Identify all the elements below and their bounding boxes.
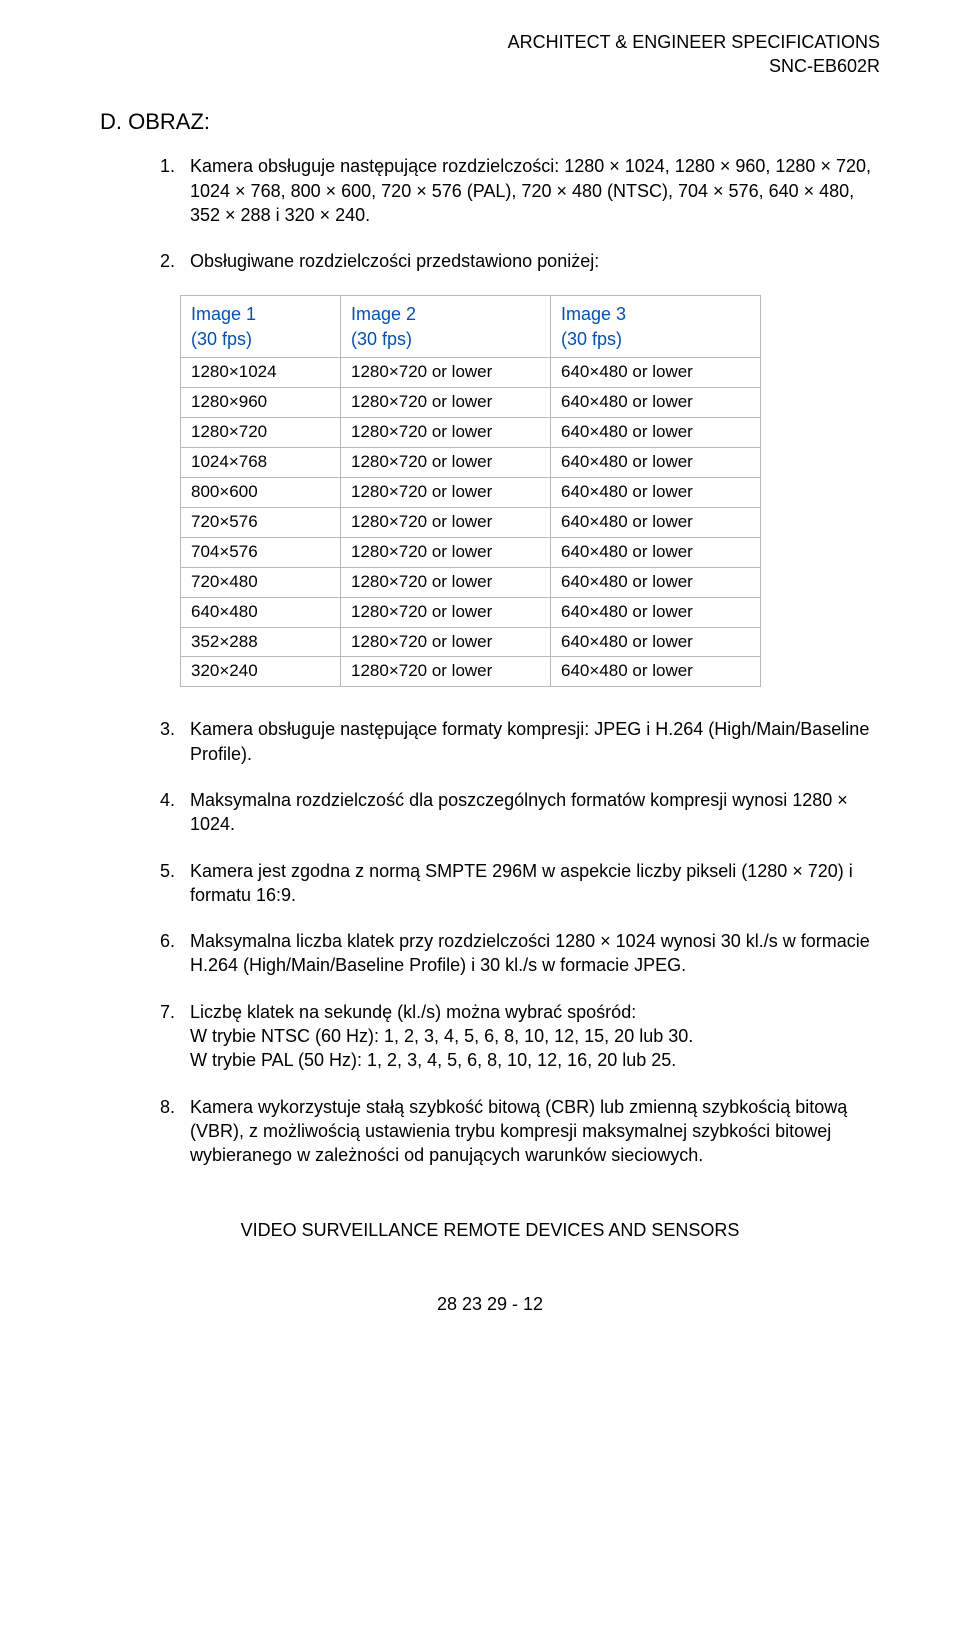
- list-text: Kamera jest zgodna z normą SMPTE 296M w …: [190, 859, 880, 908]
- table-row: 1280×10241280×720 or lower640×480 or low…: [181, 358, 761, 388]
- list-item: 5. Kamera jest zgodna z normą SMPTE 296M…: [160, 859, 880, 908]
- list-text: Maksymalna rozdzielczość dla poszczególn…: [190, 788, 880, 837]
- table-cell: 640×480 or lower: [551, 567, 761, 597]
- list-number: 8.: [160, 1095, 190, 1168]
- table-body: 1280×10241280×720 or lower640×480 or low…: [181, 358, 761, 687]
- list-item: 4. Maksymalna rozdzielczość dla poszczeg…: [160, 788, 880, 837]
- table-cell: 1280×720 or lower: [341, 657, 551, 687]
- table-row: 704×5761280×720 or lower640×480 or lower: [181, 537, 761, 567]
- page-footer: VIDEO SURVEILLANCE REMOTE DEVICES AND SE…: [100, 1218, 880, 1317]
- table-row: 720×4801280×720 or lower640×480 or lower: [181, 567, 761, 597]
- table-cell: 1280×720 or lower: [341, 447, 551, 477]
- table-cell: 1024×768: [181, 447, 341, 477]
- table-cell: 1280×720 or lower: [341, 567, 551, 597]
- footer-page-number: 28 23 29 - 12: [100, 1292, 880, 1316]
- col-header-image2: Image 2 (30 fps): [341, 296, 551, 358]
- table-cell: 640×480 or lower: [551, 537, 761, 567]
- list-number: 6.: [160, 929, 190, 978]
- table-cell: 1280×720 or lower: [341, 507, 551, 537]
- list-item: 3. Kamera obsługuje następujące formaty …: [160, 717, 880, 766]
- table-cell: 1280×720 or lower: [341, 358, 551, 388]
- table-cell: 640×480 or lower: [551, 447, 761, 477]
- table-cell: 640×480 or lower: [551, 507, 761, 537]
- table-row: 1280×9601280×720 or lower640×480 or lowe…: [181, 388, 761, 418]
- table-row: 320×2401280×720 or lower640×480 or lower: [181, 657, 761, 687]
- table-cell: 640×480 or lower: [551, 417, 761, 447]
- list-item: 2. Obsługiwane rozdzielczości przedstawi…: [160, 249, 880, 273]
- table-row: 720×5761280×720 or lower640×480 or lower: [181, 507, 761, 537]
- list-item: 1. Kamera obsługuje następujące rozdziel…: [160, 154, 880, 227]
- list-text: Obsługiwane rozdzielczości przedstawiono…: [190, 249, 880, 273]
- section-heading: D. OBRAZ:: [100, 107, 880, 137]
- table-row: 640×4801280×720 or lower640×480 or lower: [181, 597, 761, 627]
- table-cell: 720×480: [181, 567, 341, 597]
- list-item: 7. Liczbę klatek na sekundę (kl./s) możn…: [160, 1000, 880, 1073]
- table-cell: 640×480 or lower: [551, 597, 761, 627]
- col-header-image3: Image 3 (30 fps): [551, 296, 761, 358]
- table-cell: 640×480 or lower: [551, 657, 761, 687]
- table-row: 352×2881280×720 or lower640×480 or lower: [181, 627, 761, 657]
- resolution-table: Image 1 (30 fps) Image 2 (30 fps) Image …: [180, 295, 761, 687]
- footer-title: VIDEO SURVEILLANCE REMOTE DEVICES AND SE…: [100, 1218, 880, 1242]
- header-line-2: SNC-EB602R: [100, 54, 880, 78]
- list-text: Maksymalna liczba klatek przy rozdzielcz…: [190, 929, 880, 978]
- list-text: Liczbę klatek na sekundę (kl./s) można w…: [190, 1000, 880, 1073]
- list-number: 1.: [160, 154, 190, 227]
- list-item: 8. Kamera wykorzystuje stałą szybkość bi…: [160, 1095, 880, 1168]
- table-cell: 720×576: [181, 507, 341, 537]
- table-cell: 1280×720 or lower: [341, 417, 551, 447]
- list-number: 7.: [160, 1000, 190, 1073]
- table-cell: 1280×720 or lower: [341, 537, 551, 567]
- list-text: Kamera obsługuje następujące rozdzielczo…: [190, 154, 880, 227]
- list-number: 5.: [160, 859, 190, 908]
- table-cell: 1280×720 or lower: [341, 627, 551, 657]
- list-number: 3.: [160, 717, 190, 766]
- table-cell: 640×480 or lower: [551, 358, 761, 388]
- list-text: Kamera wykorzystuje stałą szybkość bitow…: [190, 1095, 880, 1168]
- doc-header: ARCHITECT & ENGINEER SPECIFICATIONS SNC-…: [100, 30, 880, 79]
- table-cell: 640×480: [181, 597, 341, 627]
- list-number: 2.: [160, 249, 190, 273]
- header-line-1: ARCHITECT & ENGINEER SPECIFICATIONS: [100, 30, 880, 54]
- list-number: 4.: [160, 788, 190, 837]
- table-cell: 352×288: [181, 627, 341, 657]
- table-row: 1280×7201280×720 or lower640×480 or lowe…: [181, 417, 761, 447]
- table-row: 1024×7681280×720 or lower640×480 or lowe…: [181, 447, 761, 477]
- table-header-row: Image 1 (30 fps) Image 2 (30 fps) Image …: [181, 296, 761, 358]
- table-cell: 1280×720 or lower: [341, 388, 551, 418]
- table-cell: 1280×1024: [181, 358, 341, 388]
- col-header-image1: Image 1 (30 fps): [181, 296, 341, 358]
- table-cell: 640×480 or lower: [551, 627, 761, 657]
- table-row: 800×6001280×720 or lower640×480 or lower: [181, 477, 761, 507]
- table-cell: 1280×720 or lower: [341, 477, 551, 507]
- table-cell: 1280×960: [181, 388, 341, 418]
- list-text: Kamera obsługuje następujące formaty kom…: [190, 717, 880, 766]
- table-cell: 320×240: [181, 657, 341, 687]
- table-cell: 1280×720 or lower: [341, 597, 551, 627]
- list-item: 6. Maksymalna liczba klatek przy rozdzie…: [160, 929, 880, 978]
- table-cell: 704×576: [181, 537, 341, 567]
- table-cell: 1280×720: [181, 417, 341, 447]
- table-cell: 640×480 or lower: [551, 477, 761, 507]
- table-cell: 800×600: [181, 477, 341, 507]
- table-cell: 640×480 or lower: [551, 388, 761, 418]
